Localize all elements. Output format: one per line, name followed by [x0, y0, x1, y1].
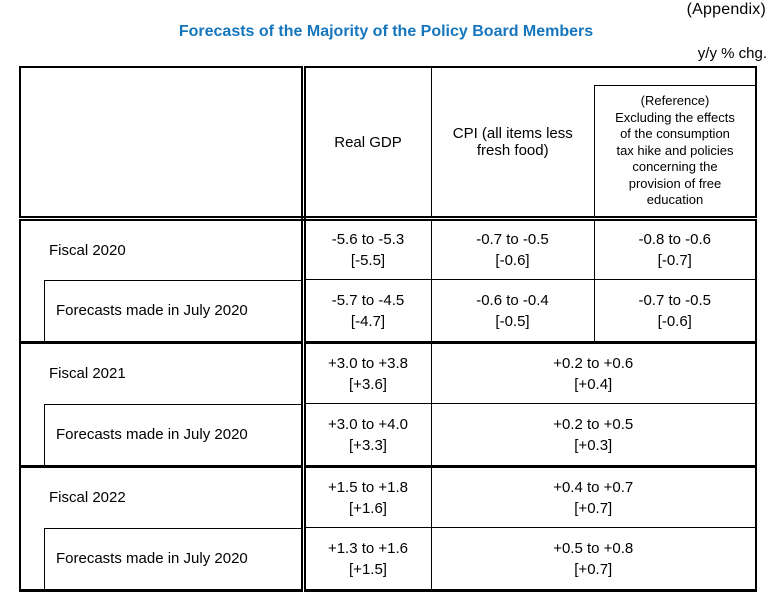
reference-note-box: (Reference) Excluding the effects of the…: [594, 85, 755, 216]
table-row-fiscal-2020-july-forecast: Forecasts made in July 2020 -5.7 to -4.5…: [19, 279, 757, 344]
forecast-median: [+0.4]: [574, 375, 613, 393]
forecast-median: [+3.6]: [349, 375, 387, 393]
header-cpi: CPI (all items less fresh food): [431, 66, 594, 221]
gdp-forecast-cell: -5.7 to -4.5 [-4.7]: [303, 279, 432, 344]
forecast-median: [+0.7]: [574, 560, 613, 578]
appendix-label: (Appendix): [686, 1, 766, 18]
forecast-range: +3.0 to +3.8: [327, 354, 409, 372]
forecast-range: +1.3 to +1.6: [327, 539, 409, 557]
forecast-median: [-4.7]: [350, 312, 386, 330]
row-label-text: Forecasts made in July 2020: [56, 549, 248, 567]
reference-note-text: (Reference) Excluding the effects of the…: [615, 93, 735, 208]
row-label: Fiscal 2022: [19, 466, 306, 528]
forecast-median: [-0.5]: [495, 312, 530, 330]
cpi-reference-merged-cell: +0.2 to +0.6 [+0.4]: [431, 342, 757, 404]
forecast-median: [+3.3]: [349, 436, 387, 454]
forecast-range: +0.5 to +0.8: [553, 539, 634, 557]
cpi-forecast-cell: -0.6 to -0.4 [-0.5]: [431, 279, 595, 344]
forecast-range: -0.8 to -0.6: [638, 231, 712, 248]
row-label: Forecasts made in July 2020: [19, 527, 306, 592]
forecast-range: -0.6 to -0.4: [476, 291, 549, 309]
cpi-forecast-cell: -0.7 to -0.5 [-0.6]: [431, 218, 595, 280]
forecast-range: +0.4 to +0.7: [553, 478, 634, 496]
row-label: Fiscal 2021: [19, 342, 306, 404]
row-label: Fiscal 2020: [19, 218, 306, 280]
gdp-forecast-cell: -5.6 to -5.3 [-5.5]: [303, 218, 432, 280]
header-real-gdp-label: Real GDP: [334, 133, 402, 151]
forecast-range: -5.6 to -5.3: [331, 231, 405, 248]
forecast-median: [-0.6]: [657, 312, 692, 330]
forecast-median: [+0.3]: [574, 436, 613, 454]
row-label-text: Forecasts made in July 2020: [56, 301, 248, 319]
forecast-median: [-0.6]: [495, 252, 530, 269]
forecast-median: [+0.7]: [574, 499, 613, 517]
gdp-forecast-cell: +3.0 to +4.0 [+3.3]: [303, 403, 432, 468]
forecast-range: -5.7 to -4.5: [331, 291, 405, 309]
row-label-text: Forecasts made in July 2020: [56, 425, 248, 443]
forecast-median: [+1.6]: [349, 499, 387, 517]
forecast-range: +3.0 to +4.0: [327, 415, 409, 433]
unit-note: y/y % chg.: [697, 45, 767, 62]
forecast-median: [-5.5]: [350, 252, 386, 269]
forecast-range: -0.7 to -0.5: [638, 291, 712, 309]
forecast-range: +0.2 to +0.6: [553, 354, 634, 372]
row-label: Forecasts made in July 2020: [19, 279, 306, 344]
forecast-table-container: Real GDP CPI (all items less fresh food)…: [19, 66, 757, 592]
row-label: Forecasts made in July 2020: [19, 403, 306, 468]
header-reference: (Reference) Excluding the effects of the…: [594, 66, 757, 221]
forecast-median: [-0.7]: [657, 252, 692, 269]
reference-forecast-cell: -0.8 to -0.6 [-0.7]: [594, 218, 757, 280]
cpi-reference-merged-cell: +0.4 to +0.7 [+0.7]: [431, 466, 757, 528]
forecast-range: +1.5 to +1.8: [327, 478, 409, 496]
cpi-reference-merged-cell: +0.2 to +0.5 [+0.3]: [431, 403, 757, 468]
table-header-row: Real GDP CPI (all items less fresh food)…: [19, 66, 757, 221]
forecast-median: [+1.5]: [349, 560, 387, 578]
table-row-fiscal-2020: Fiscal 2020 -5.6 to -5.3 [-5.5] -0.7 to …: [19, 218, 757, 280]
header-row-label-cell: [19, 66, 306, 221]
table-row-fiscal-2021-july-forecast: Forecasts made in July 2020 +3.0 to +4.0…: [19, 403, 757, 468]
page-title: Forecasts of the Majority of the Policy …: [178, 23, 594, 40]
table-row-fiscal-2021: Fiscal 2021 +3.0 to +3.8 [+3.6] +0.2 to …: [19, 342, 757, 404]
cpi-reference-merged-cell: +0.5 to +0.8 [+0.7]: [431, 527, 757, 592]
table-row-fiscal-2022-july-forecast: Forecasts made in July 2020 +1.3 to +1.6…: [19, 527, 757, 592]
header-cpi-label: CPI (all items less fresh food): [452, 125, 573, 159]
table-row-fiscal-2022: Fiscal 2022 +1.5 to +1.8 [+1.6] +0.4 to …: [19, 466, 757, 528]
gdp-forecast-cell: +1.3 to +1.6 [+1.5]: [303, 527, 432, 592]
reference-forecast-cell: -0.7 to -0.5 [-0.6]: [594, 279, 757, 344]
gdp-forecast-cell: +3.0 to +3.8 [+3.6]: [303, 342, 432, 404]
forecast-range: +0.2 to +0.5: [553, 415, 634, 433]
forecast-range: -0.7 to -0.5: [476, 231, 549, 248]
gdp-forecast-cell: +1.5 to +1.8 [+1.6]: [303, 466, 432, 528]
forecast-table: Real GDP CPI (all items less fresh food)…: [19, 66, 757, 592]
header-real-gdp: Real GDP: [303, 66, 432, 221]
